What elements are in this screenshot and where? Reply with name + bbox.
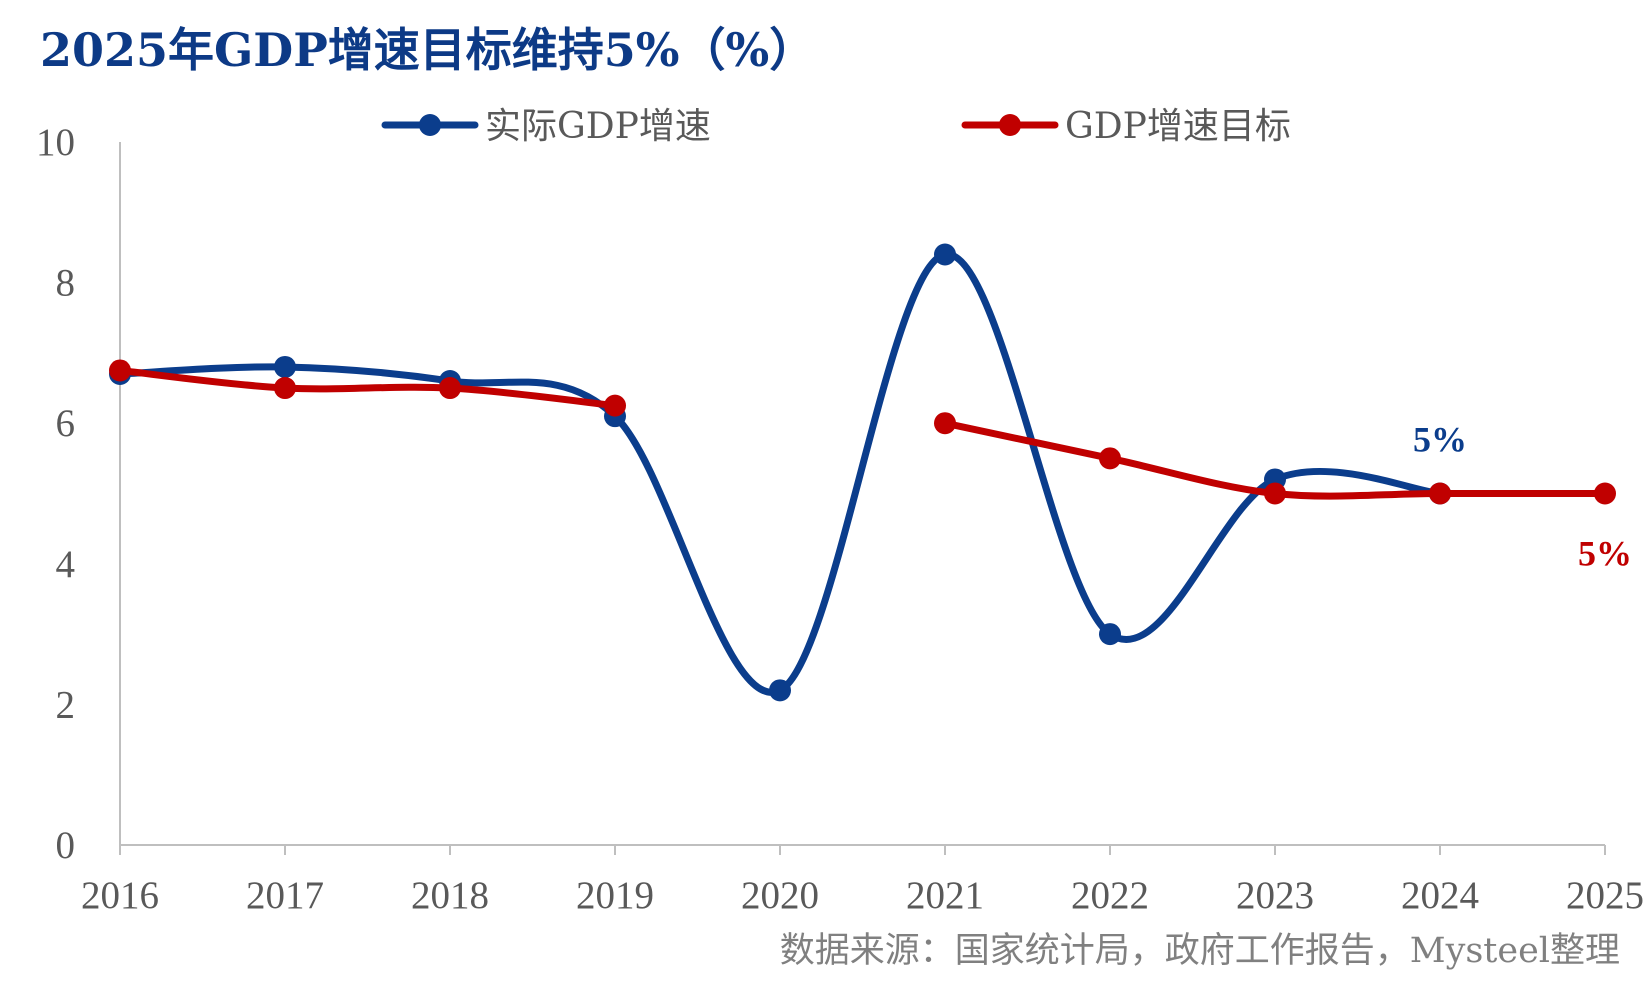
- data-point: [769, 679, 791, 702]
- legend-marker: [999, 114, 1021, 136]
- legend: 实际GDP增速 GDP增速目标: [381, 106, 1291, 147]
- x-tick-labels: 2016 2017 2018 2019 2020 2021 2022 2023 2024 2025: [81, 845, 1644, 917]
- x-tick-label: 2021: [906, 874, 984, 917]
- x-tick-label: 2016: [81, 874, 159, 917]
- data-point: [1594, 482, 1616, 505]
- data-point: [274, 355, 296, 378]
- x-tick-label: 2019: [576, 874, 654, 917]
- x-tick-label: 2018: [411, 874, 489, 917]
- data-point: [439, 377, 461, 400]
- y-axis: 0 2 4 6 8 10: [36, 121, 121, 867]
- data-point: [1264, 482, 1286, 505]
- data-label: 5%: [1578, 534, 1632, 574]
- y-tick-label: 10: [36, 121, 75, 164]
- x-tick-label: 2022: [1071, 874, 1149, 917]
- data-point: [1429, 482, 1451, 505]
- data-point: [604, 394, 626, 417]
- y-tick-label: 6: [56, 402, 76, 445]
- data-point: [1099, 623, 1121, 646]
- data-labels: 5% 5%: [1413, 420, 1632, 574]
- data-label: 5%: [1413, 420, 1467, 460]
- x-tick-label: 2025: [1566, 874, 1644, 917]
- legend-item: 实际GDP增速: [381, 106, 711, 147]
- y-tick-label: 4: [56, 543, 76, 586]
- y-tick-label: 8: [56, 262, 76, 305]
- y-tick-label: 2: [56, 683, 76, 726]
- legend-item: GDP增速目标: [961, 106, 1291, 147]
- x-tick-label: 2020: [741, 874, 819, 917]
- chart-title: 2025年GDP增速目标维持5%（%）: [40, 23, 816, 77]
- series-1: [109, 243, 1451, 702]
- data-point: [109, 359, 131, 382]
- series-layer: [109, 243, 1616, 702]
- data-point: [934, 412, 956, 435]
- x-axis: 2016 2017 2018 2019 2020 2021 2022 2023 2024 2025: [81, 844, 1644, 917]
- data-point: [934, 243, 956, 266]
- legend-label: GDP增速目标: [1065, 106, 1291, 147]
- series-line: [116, 366, 619, 410]
- y-tick-labels: 0 2 4 6 8 10: [36, 121, 75, 867]
- x-tick-label: 2023: [1236, 874, 1314, 917]
- series-line: [116, 250, 1444, 696]
- data-point: [274, 377, 296, 400]
- source-note: 数据来源：国家统计局，政府工作报告，Mysteel整理: [779, 931, 1620, 971]
- y-tick-label: 0: [56, 824, 76, 867]
- x-tick-label: 2017: [246, 874, 324, 917]
- legend-marker: [419, 114, 441, 136]
- legend-label: 实际GDP增速: [485, 106, 711, 147]
- x-tick-label: 2024: [1401, 874, 1479, 917]
- series-2: [109, 359, 1616, 505]
- data-point: [1099, 447, 1121, 470]
